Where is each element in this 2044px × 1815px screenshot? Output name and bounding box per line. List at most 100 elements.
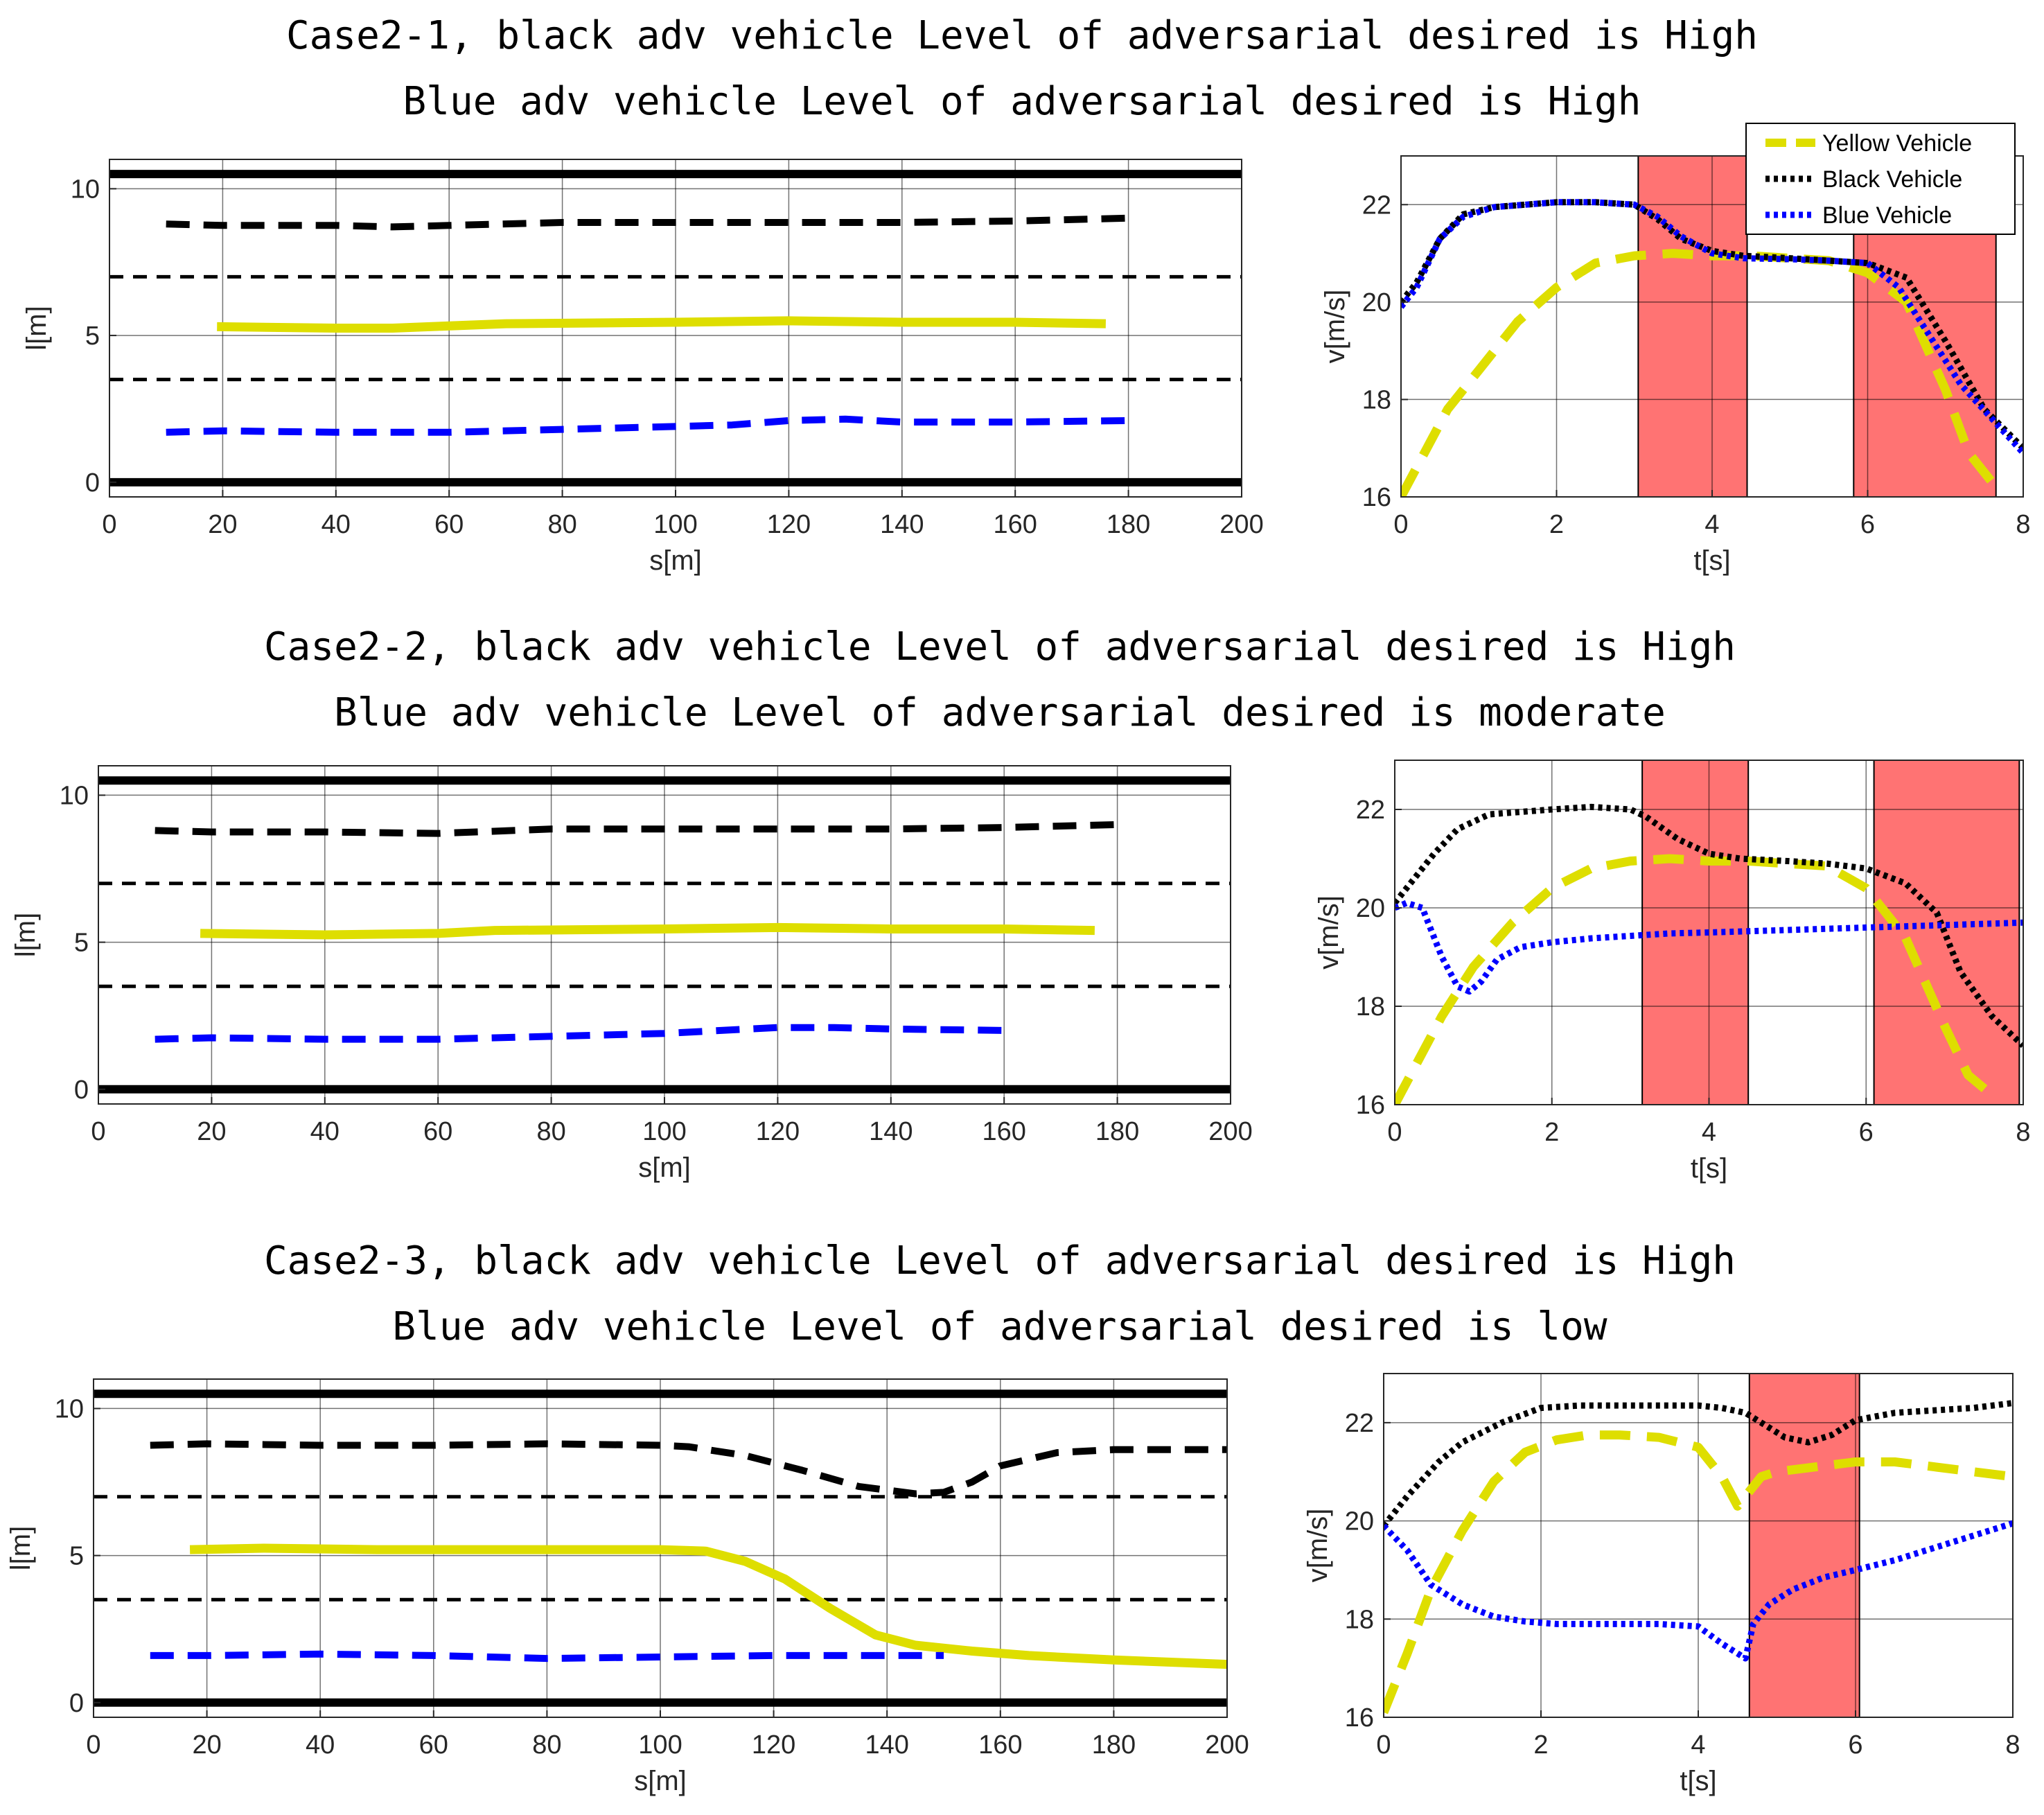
series-yellow-vehicle (189, 1543, 1227, 1669)
x-axis-label: t[s] (1680, 1766, 1716, 1796)
x-tick-label: 140 (869, 1117, 913, 1146)
series-black-vehicle (1395, 803, 2023, 1049)
series-yellow-vehicle (217, 316, 1107, 333)
x-tick-label: 20 (208, 510, 237, 539)
x-tick-label: 60 (434, 510, 464, 539)
y-axis-label: l[m] (21, 306, 52, 350)
x-tick-label: 0 (86, 1730, 100, 1760)
case3-trajectory-plot: 0 20 40 60 80 100 120 140 160 180 200 0 5 10 s[m] l[m] (6, 1378, 1249, 1796)
y-tick-label: 0 (69, 1689, 84, 1718)
series-black-vehicle (166, 214, 1129, 231)
x-tick-label: 180 (1095, 1117, 1139, 1146)
x-tick-label: 160 (982, 1117, 1025, 1146)
x-tick-label: 4 (1691, 1730, 1705, 1760)
case2-speed-plot: 0 2 4 6 8 16 18 20 22 t[s] v[m/s] (1314, 760, 2031, 1184)
y-tick-label: 22 (1356, 796, 1385, 825)
x-tick-label: 60 (419, 1730, 448, 1760)
x-tick-label: 160 (993, 510, 1037, 539)
y-tick-label: 10 (55, 1394, 84, 1423)
x-tick-label: 80 (547, 510, 576, 539)
x-tick-label: 100 (638, 1730, 682, 1760)
series-black-vehicle (155, 821, 1118, 837)
plot-lines (109, 170, 1242, 486)
x-tick-label: 4 (1704, 510, 1719, 539)
x-axis-label: s[m] (634, 1766, 687, 1796)
x-tick-label: 40 (310, 1117, 340, 1146)
case3-title-line2: Blue adv vehicle Level of adversarial de… (392, 1304, 1607, 1349)
x-tick-label: 6 (1859, 1118, 1874, 1147)
case2-title-line2: Blue adv vehicle Level of adversarial de… (334, 690, 1666, 735)
x-tick-label: 180 (1092, 1730, 1136, 1760)
shaded-interval-0 (1637, 155, 1748, 498)
x-tick-label: 0 (1376, 1730, 1391, 1760)
y-tick-label: 22 (1362, 191, 1391, 220)
series-blue-vehicle (150, 1650, 944, 1663)
x-tick-label: 0 (91, 1117, 105, 1146)
series-yellow-vehicle (1401, 249, 1996, 497)
y-tick-label: 5 (85, 322, 100, 351)
y-tick-label: 18 (1345, 1605, 1374, 1634)
x-tick-label: 200 (1219, 510, 1263, 539)
x-tick-label: 8 (2005, 1730, 2020, 1760)
y-tick-label: 16 (1345, 1703, 1374, 1733)
x-tick-label: 4 (1702, 1118, 1716, 1147)
x-tick-label: 20 (192, 1730, 221, 1760)
x-tick-label: 80 (532, 1730, 561, 1760)
y-tick-label: 0 (74, 1076, 89, 1105)
x-tick-label: 200 (1205, 1730, 1249, 1760)
series-blue-vehicle (1384, 1520, 2013, 1662)
case1-title-line1: Case2-1, black adv vehicle Level of adve… (286, 13, 1758, 58)
shaded-interval-1 (1873, 760, 2020, 1105)
y-axis-label: v[m/s] (1303, 1509, 1333, 1583)
series-yellow-vehicle (1384, 1430, 2013, 1715)
y-tick-label: 20 (1345, 1507, 1374, 1536)
legend: Yellow Vehicle Black Vehicle Blue Vehicl… (1745, 123, 2016, 235)
y-tick-label: 5 (69, 1542, 84, 1571)
x-tick-label: 8 (2016, 510, 2030, 539)
x-tick-label: 2 (1533, 1730, 1548, 1760)
y-tick-label: 18 (1362, 385, 1391, 414)
case1-title-line2: Blue adv vehicle Level of adversarial de… (403, 79, 1641, 124)
y-tick-label: 20 (1362, 288, 1391, 317)
y-tick-label: 5 (74, 929, 89, 958)
y-axis-label: v[m/s] (1314, 895, 1344, 970)
y-axis-label: l[m] (10, 913, 41, 957)
x-axis-label: s[m] (649, 545, 702, 576)
series-yellow-vehicle (200, 922, 1095, 940)
x-tick-label: 0 (1387, 1118, 1402, 1147)
case3-title-line1: Case2-3, black adv vehicle Level of adve… (264, 1238, 1736, 1283)
case3-speed-plot: 0 2 4 6 8 16 18 20 22 t[s] v[m/s] (1303, 1373, 2020, 1796)
plot-lines (94, 1389, 1227, 1707)
x-axis-label: t[s] (1691, 1153, 1727, 1184)
series-blue-vehicle (166, 415, 1129, 436)
x-tick-label: 0 (1393, 510, 1408, 539)
case2-title-line1: Case2-2, black adv vehicle Level of adve… (264, 624, 1736, 669)
x-tick-label: 120 (756, 1117, 800, 1146)
y-tick-label: 20 (1356, 894, 1385, 923)
series-blue-vehicle (1401, 199, 2023, 455)
y-tick-label: 10 (71, 175, 100, 204)
x-axis-label: t[s] (1693, 545, 1730, 576)
legend-black-label: Black Vehicle (1822, 166, 1962, 193)
x-tick-label: 100 (653, 510, 697, 539)
plot-lines (98, 776, 1231, 1094)
x-tick-label: 100 (642, 1117, 686, 1146)
legend-blue-label: Blue Vehicle (1822, 202, 1952, 229)
x-tick-label: 40 (321, 510, 351, 539)
y-tick-label: 10 (60, 781, 89, 810)
series-yellow-vehicle (1395, 854, 1995, 1105)
x-tick-label: 180 (1107, 510, 1150, 539)
x-tick-label: 20 (197, 1117, 226, 1146)
x-tick-label: 60 (423, 1117, 452, 1146)
x-axis-label: s[m] (638, 1152, 691, 1183)
plot-lines (1384, 1400, 2013, 1715)
x-tick-label: 200 (1208, 1117, 1252, 1146)
x-tick-label: 120 (752, 1730, 795, 1760)
x-tick-label: 160 (978, 1730, 1022, 1760)
x-tick-label: 2 (1544, 1118, 1559, 1147)
y-tick-label: 22 (1345, 1409, 1374, 1438)
series-blue-vehicle (155, 1024, 1005, 1043)
x-tick-label: 140 (865, 1730, 908, 1760)
x-tick-label: 0 (102, 510, 116, 539)
plot-lines (1395, 803, 2023, 1105)
